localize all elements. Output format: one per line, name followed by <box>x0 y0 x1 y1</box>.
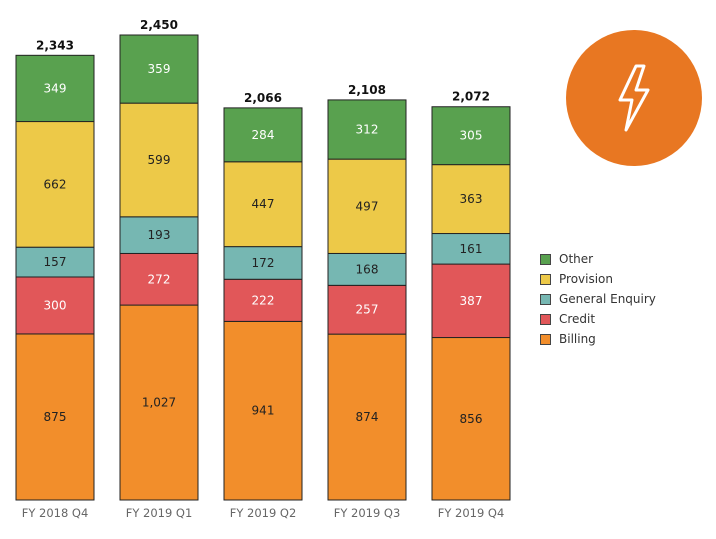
x-tick-label: FY 2019 Q3 <box>334 506 401 520</box>
data-label: 161 <box>460 242 483 256</box>
data-label: 497 <box>356 199 379 213</box>
data-label: 856 <box>460 412 483 426</box>
lightning-bolt-icon <box>618 64 650 132</box>
data-label: 1,027 <box>142 396 176 410</box>
legend-label: Credit <box>559 312 596 326</box>
legend-item-general-enquiry[interactable]: General Enquiry <box>540 289 656 309</box>
bar-segment-credit <box>223 278 303 322</box>
total-label: 2,450 <box>140 18 178 32</box>
bar-segment-other <box>223 107 303 163</box>
legend-label: General Enquiry <box>559 292 656 306</box>
logo <box>566 30 702 166</box>
legend-item-credit[interactable]: Credit <box>540 309 656 329</box>
bar-segment-provision <box>223 161 303 248</box>
data-label: 387 <box>460 294 483 308</box>
legend-swatch <box>540 313 551 325</box>
legend-swatch <box>540 253 551 265</box>
x-tick-label: FY 2019 Q2 <box>230 506 297 520</box>
bar-segment-credit <box>431 263 511 339</box>
legend-item-billing[interactable]: Billing <box>540 329 656 349</box>
legend-label: Other <box>559 252 594 266</box>
legend-swatch <box>540 333 551 345</box>
data-label: 193 <box>148 228 171 242</box>
bar-segment-billing <box>327 333 407 501</box>
data-label: 662 <box>44 177 67 191</box>
bar-segment-general-enquiry <box>431 233 511 265</box>
legend-item-other[interactable]: Other <box>540 249 656 269</box>
data-label: 257 <box>356 303 379 317</box>
bar-segment-billing <box>119 304 199 501</box>
total-label: 2,072 <box>452 90 490 104</box>
bar-segment-provision <box>327 158 407 254</box>
data-label: 305 <box>460 129 483 143</box>
data-label: 300 <box>44 298 67 312</box>
bar-segment-credit <box>119 252 199 306</box>
bar-segment-general-enquiry <box>327 252 407 286</box>
data-label: 157 <box>44 255 67 269</box>
bar-segment-other <box>431 106 511 166</box>
x-tick-label: FY 2018 Q4 <box>22 506 89 520</box>
x-tick-label: FY 2019 Q4 <box>438 506 505 520</box>
bar-segment-general-enquiry <box>223 246 303 280</box>
legend-swatch <box>540 293 551 305</box>
bar-segment-billing <box>223 320 303 501</box>
data-label: 312 <box>356 123 379 137</box>
legend-label: Billing <box>559 332 596 346</box>
bar-segment-billing <box>431 337 511 501</box>
data-label: 941 <box>252 404 275 418</box>
legend-label: Provision <box>559 272 614 286</box>
bar-segment-credit <box>15 276 95 335</box>
legend: Other Provision General Enquiry Credit Billi… <box>540 249 656 349</box>
data-label: 284 <box>252 128 275 142</box>
data-label: 172 <box>252 256 275 270</box>
bar-segment-billing <box>15 333 95 501</box>
legend-swatch <box>540 273 551 285</box>
data-label: 222 <box>252 293 275 307</box>
data-label: 359 <box>148 62 171 76</box>
total-label: 2,343 <box>36 38 74 52</box>
data-label: 874 <box>356 410 379 424</box>
bar-segment-provision <box>431 164 511 235</box>
bar-segment-provision <box>119 102 199 218</box>
data-label: 599 <box>148 153 171 167</box>
data-label: 875 <box>44 410 67 424</box>
data-label: 349 <box>44 81 67 95</box>
bar-segment-general-enquiry <box>119 216 199 254</box>
bar-segment-other <box>119 34 199 104</box>
data-label: 168 <box>356 262 379 276</box>
bar-segment-other <box>327 99 407 160</box>
data-label: 363 <box>460 192 483 206</box>
data-label: 447 <box>252 197 275 211</box>
total-label: 2,066 <box>244 91 282 105</box>
x-tick-label: FY 2019 Q1 <box>126 506 193 520</box>
bar-segment-general-enquiry <box>15 246 95 278</box>
data-label: 272 <box>148 272 171 286</box>
total-label: 2,108 <box>348 83 386 97</box>
legend-item-provision[interactable]: Provision <box>540 269 656 289</box>
bar-segment-credit <box>327 284 407 335</box>
bar-segment-other <box>15 54 95 123</box>
